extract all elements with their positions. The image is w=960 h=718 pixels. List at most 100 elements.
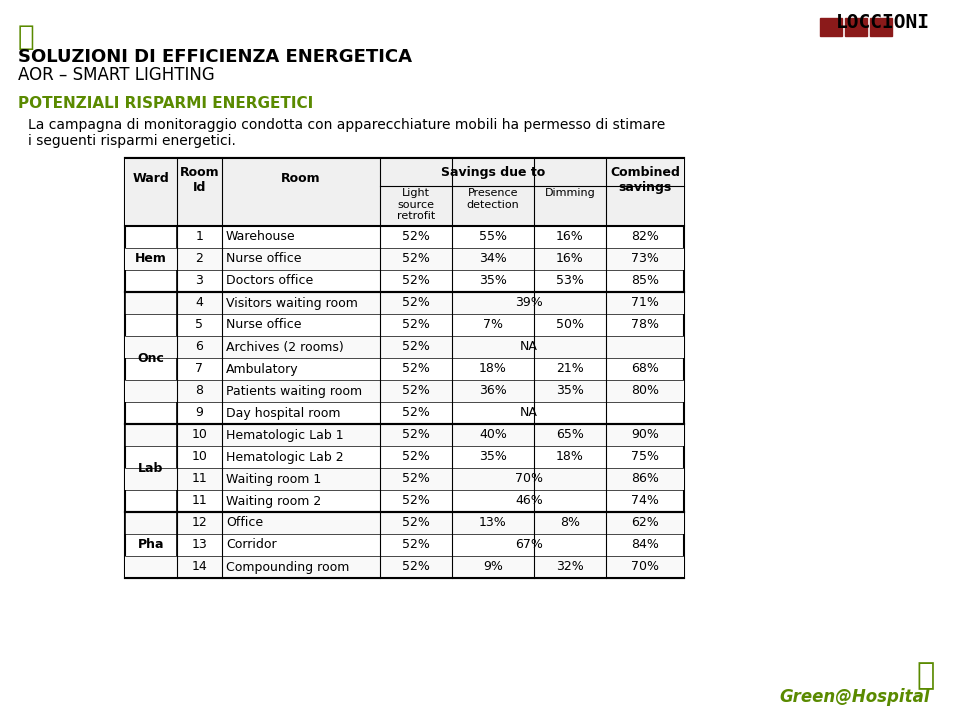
Text: 52%: 52% — [402, 561, 430, 574]
Bar — [125, 512, 177, 578]
Bar — [125, 292, 684, 314]
Text: 86%: 86% — [631, 472, 659, 485]
Text: 5: 5 — [196, 319, 204, 332]
Text: 4: 4 — [196, 297, 204, 309]
Text: 10: 10 — [192, 429, 207, 442]
Text: 90%: 90% — [631, 429, 659, 442]
Text: Office: Office — [226, 516, 263, 529]
Text: 70%: 70% — [515, 472, 543, 485]
Text: 52%: 52% — [402, 385, 430, 398]
Text: 🌿: 🌿 — [917, 661, 935, 690]
Text: 55%: 55% — [479, 230, 507, 243]
Text: 70%: 70% — [631, 561, 659, 574]
Text: Nurse office: Nurse office — [226, 253, 301, 266]
Text: 16%: 16% — [556, 253, 584, 266]
Bar — [820, 18, 842, 36]
Text: 10: 10 — [192, 450, 207, 464]
Text: 21%: 21% — [556, 363, 584, 376]
Text: Waiting room 2: Waiting room 2 — [226, 495, 322, 508]
Text: 7%: 7% — [483, 319, 503, 332]
Text: 32%: 32% — [556, 561, 584, 574]
Text: Archives (2 rooms): Archives (2 rooms) — [226, 340, 344, 353]
Text: Dimming: Dimming — [544, 188, 595, 198]
Text: 52%: 52% — [402, 429, 430, 442]
Text: Patients waiting room: Patients waiting room — [226, 385, 362, 398]
Text: Hem: Hem — [135, 253, 167, 266]
Text: 52%: 52% — [402, 450, 430, 464]
Text: 52%: 52% — [402, 340, 430, 353]
Text: 67%: 67% — [516, 538, 543, 551]
Text: 82%: 82% — [631, 230, 659, 243]
Text: 34%: 34% — [479, 253, 507, 266]
Text: 11: 11 — [192, 495, 207, 508]
Text: 52%: 52% — [402, 297, 430, 309]
Text: 65%: 65% — [556, 429, 584, 442]
Text: 35%: 35% — [479, 274, 507, 287]
Text: Room
Id: Room Id — [180, 166, 219, 194]
Text: Hematologic Lab 2: Hematologic Lab 2 — [226, 450, 344, 464]
Text: Green@Hospital: Green@Hospital — [780, 688, 930, 706]
Text: 80%: 80% — [631, 385, 659, 398]
Text: Ward: Ward — [132, 172, 169, 185]
Text: 36%: 36% — [479, 385, 507, 398]
Text: Presence
detection: Presence detection — [467, 188, 519, 210]
Text: Visitors waiting room: Visitors waiting room — [226, 297, 358, 309]
Text: Ambulatory: Ambulatory — [226, 363, 299, 376]
Text: 52%: 52% — [402, 274, 430, 287]
Text: 62%: 62% — [631, 516, 659, 529]
Text: Savings due to: Savings due to — [441, 166, 545, 179]
Text: 9%: 9% — [483, 561, 503, 574]
Bar — [125, 226, 177, 292]
Bar — [125, 158, 684, 226]
Text: 71%: 71% — [631, 297, 659, 309]
Text: 53%: 53% — [556, 274, 584, 287]
Text: NA: NA — [520, 406, 538, 419]
Text: NA: NA — [520, 340, 538, 353]
Text: 3: 3 — [196, 274, 204, 287]
Bar — [845, 18, 867, 36]
Bar — [125, 248, 684, 270]
Text: Corridor: Corridor — [226, 538, 276, 551]
Text: 78%: 78% — [631, 319, 659, 332]
Text: 50%: 50% — [556, 319, 584, 332]
Text: Combined
savings: Combined savings — [610, 166, 680, 194]
Text: Nurse office: Nurse office — [226, 319, 301, 332]
Text: Waiting room 1: Waiting room 1 — [226, 472, 322, 485]
Bar — [125, 336, 684, 358]
Bar — [125, 292, 177, 424]
Text: 52%: 52% — [402, 516, 430, 529]
Bar — [125, 468, 684, 490]
Text: 16%: 16% — [556, 230, 584, 243]
Text: Lab: Lab — [138, 462, 164, 475]
Bar — [125, 512, 684, 534]
Text: Room: Room — [281, 172, 321, 185]
Text: 35%: 35% — [556, 385, 584, 398]
Text: 9: 9 — [196, 406, 204, 419]
Bar — [125, 424, 177, 512]
Text: 1: 1 — [196, 230, 204, 243]
Text: 73%: 73% — [631, 253, 659, 266]
Text: 52%: 52% — [402, 495, 430, 508]
Text: 40%: 40% — [479, 429, 507, 442]
Text: Compounding room: Compounding room — [226, 561, 349, 574]
Text: 52%: 52% — [402, 472, 430, 485]
Text: 75%: 75% — [631, 450, 659, 464]
Text: 46%: 46% — [516, 495, 542, 508]
Text: 11: 11 — [192, 472, 207, 485]
Text: 52%: 52% — [402, 406, 430, 419]
Text: 14: 14 — [192, 561, 207, 574]
Text: 2: 2 — [196, 253, 204, 266]
Text: 13%: 13% — [479, 516, 507, 529]
Text: 85%: 85% — [631, 274, 659, 287]
Text: Hematologic Lab 1: Hematologic Lab 1 — [226, 429, 344, 442]
Text: 84%: 84% — [631, 538, 659, 551]
Text: 39%: 39% — [516, 297, 542, 309]
Text: 74%: 74% — [631, 495, 659, 508]
Text: 12: 12 — [192, 516, 207, 529]
Text: Light
source
retrofit: Light source retrofit — [396, 188, 435, 221]
Text: 🌿: 🌿 — [18, 23, 35, 51]
Text: 18%: 18% — [556, 450, 584, 464]
Text: 68%: 68% — [631, 363, 659, 376]
Text: Day hospital room: Day hospital room — [226, 406, 341, 419]
Bar — [125, 158, 684, 578]
